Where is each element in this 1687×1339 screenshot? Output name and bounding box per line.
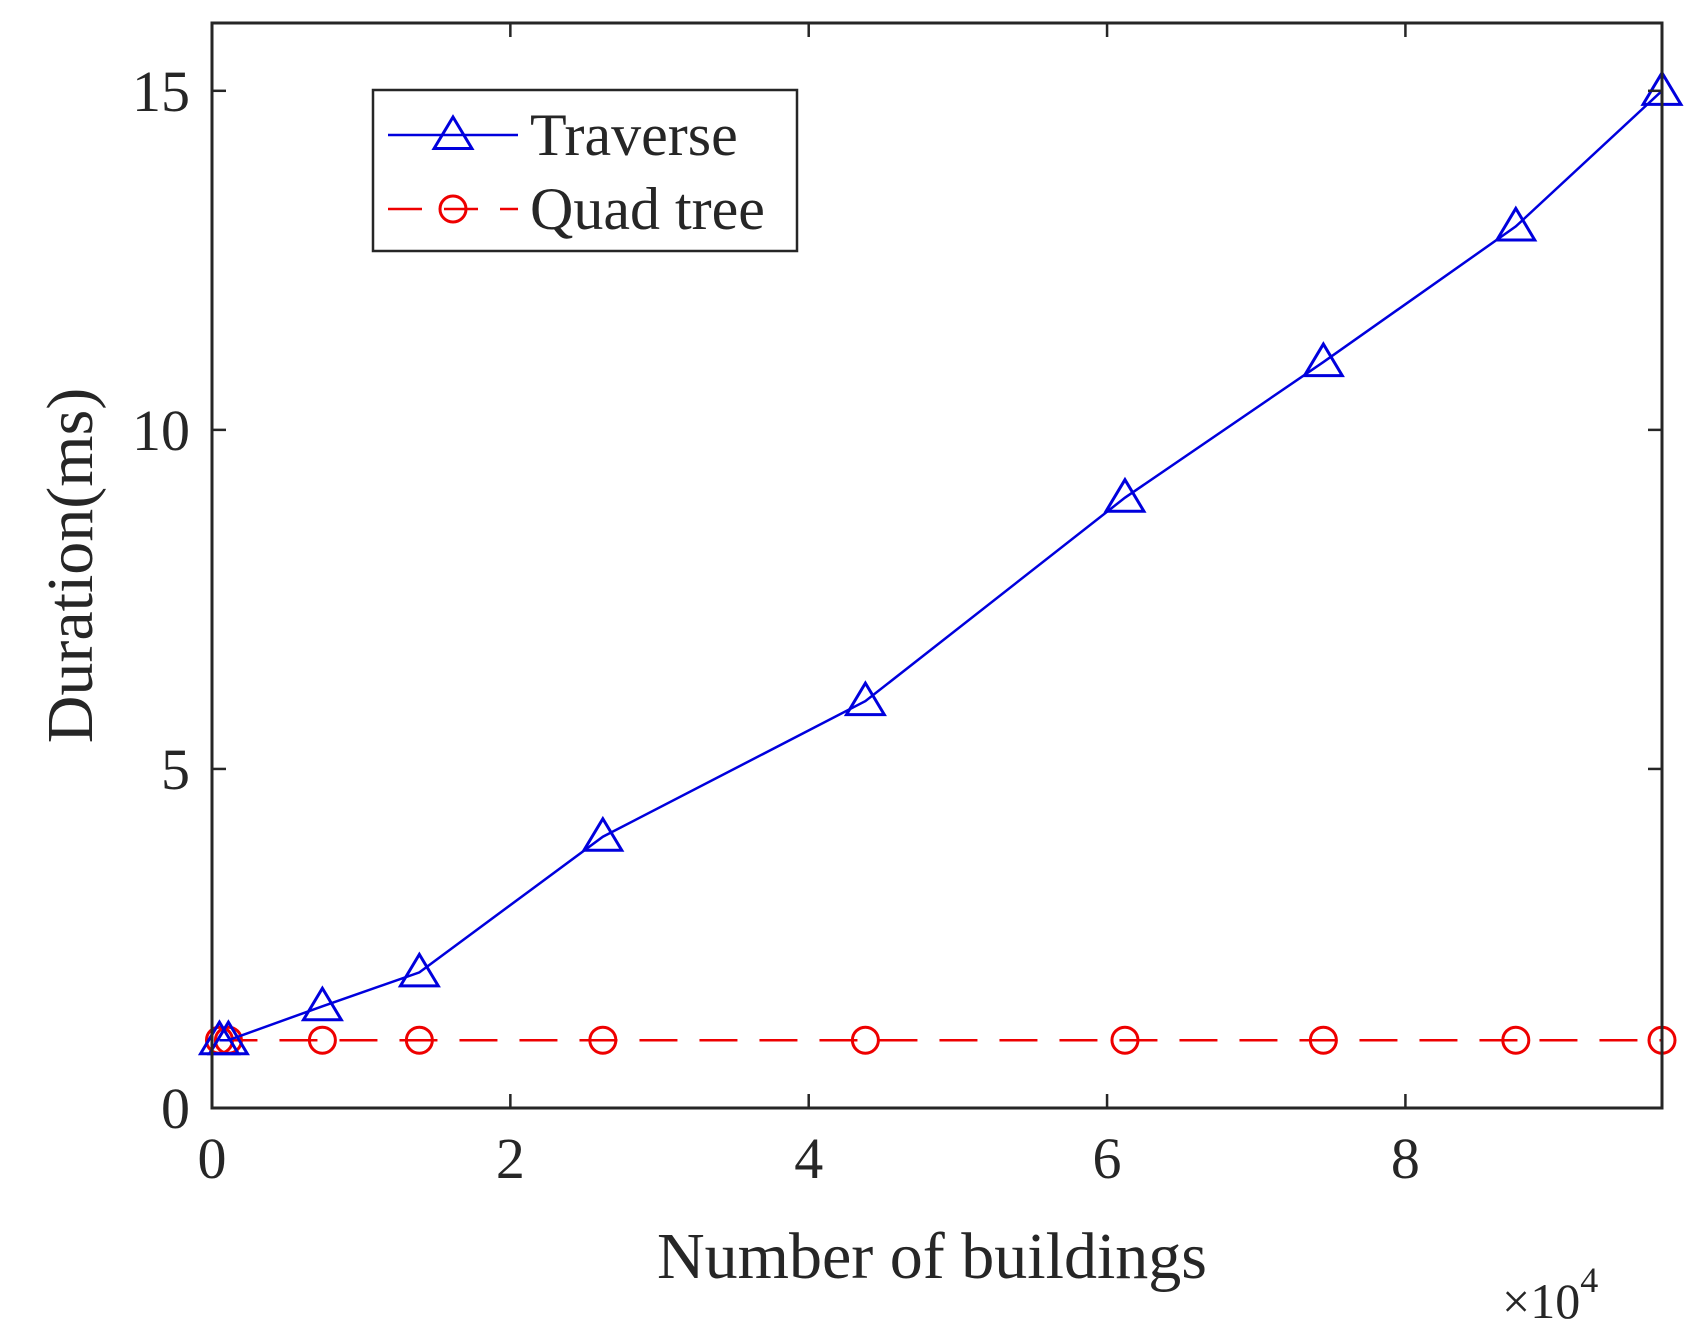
data-point (588, 1025, 618, 1055)
data-point (581, 815, 625, 852)
legend-item: Quad tree (388, 176, 765, 242)
x-exponent-base: ×10 (1502, 1273, 1580, 1329)
data-point (1501, 1025, 1531, 1055)
data-point (404, 1025, 434, 1055)
x-tick-label: 6 (1093, 1126, 1122, 1191)
y-tick-label: 10 (132, 398, 190, 463)
y-tick-label: 5 (161, 737, 190, 802)
axes-box (210, 21, 1664, 1110)
x-tick-label: 4 (794, 1126, 823, 1191)
data-point (1494, 205, 1538, 242)
data-point (307, 1025, 337, 1055)
data-point (206, 1019, 250, 1056)
data-point (397, 951, 441, 988)
series-layer (197, 69, 1684, 1056)
x-tick-label: 2 (496, 1126, 525, 1191)
data-point (1103, 476, 1147, 513)
legend-label: Traverse (530, 102, 738, 168)
data-point (850, 1025, 880, 1055)
series-line (219, 89, 1663, 1042)
y-tick-label: 15 (132, 59, 190, 124)
y-axis-label: Duration(ms) (34, 388, 107, 744)
legend-label: Quad tree (530, 176, 765, 242)
data-point (300, 985, 344, 1022)
series-traverse (197, 69, 1684, 1056)
legend-marker (431, 114, 475, 150)
legend-box (371, 88, 799, 253)
legend: Traverse Quad tree (371, 88, 799, 253)
data-point (843, 680, 887, 717)
data-point (1110, 1025, 1140, 1055)
x-tick-label: 0 (198, 1126, 227, 1191)
data-point (1301, 341, 1345, 378)
x-tick-label: 8 (1391, 1126, 1420, 1191)
legend-item: Traverse (388, 102, 738, 168)
series-quad-tree (204, 1025, 1677, 1055)
legend-marker (438, 194, 468, 224)
data-point (1308, 1025, 1338, 1055)
y-tick-label: 0 (161, 1076, 190, 1141)
x-axis-label: Number of buildings (657, 1220, 1207, 1293)
ticks-layer: 0 2 4 6 8 0 5 10 15 (132, 23, 1662, 1191)
x-exponent-label: ×104 (1502, 1260, 1598, 1329)
x-exponent-power: 4 (1580, 1260, 1598, 1300)
